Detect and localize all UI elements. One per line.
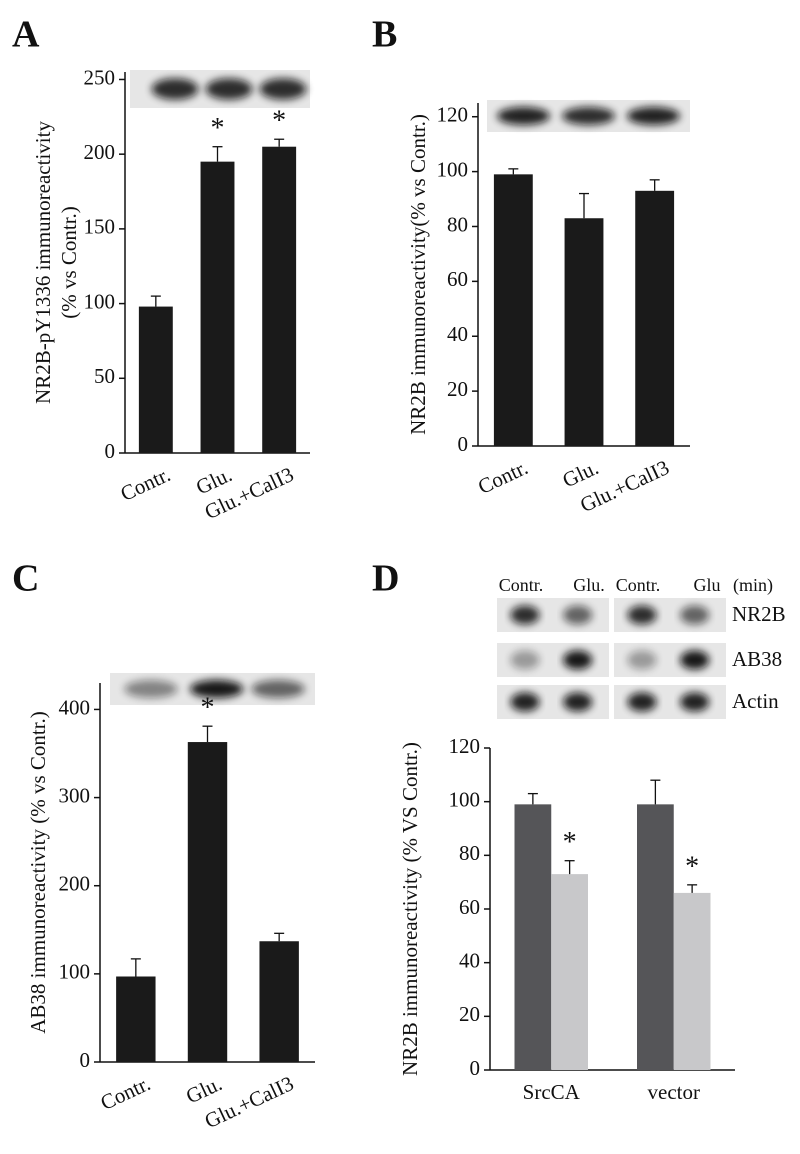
bar xyxy=(138,306,173,453)
y-axis-title: (% vs Contr.) xyxy=(57,206,81,319)
blot-band xyxy=(680,605,710,625)
blot-unit: (min) xyxy=(733,575,773,596)
blot-band xyxy=(510,692,540,712)
y-tick-label: 40 xyxy=(447,322,468,346)
panel-label: B xyxy=(372,14,397,56)
blot-column-label: Glu. xyxy=(573,575,605,595)
blot-band xyxy=(259,78,307,100)
blot-band xyxy=(562,107,615,125)
y-tick-label: 60 xyxy=(459,895,480,919)
blot-band xyxy=(680,650,710,670)
bar xyxy=(187,742,228,1062)
blot-band xyxy=(189,680,244,698)
blot-row-label: AB38 xyxy=(732,647,782,671)
significance-marker: * xyxy=(563,827,577,858)
y-tick-label: 50 xyxy=(94,364,115,388)
bar xyxy=(259,941,299,1062)
x-tick-label: SrcCA xyxy=(523,1080,581,1104)
blot-column-label: Contr. xyxy=(616,575,661,595)
blot-band xyxy=(497,107,550,125)
bar xyxy=(635,190,675,446)
panel-label: A xyxy=(12,14,40,56)
bar xyxy=(262,146,297,454)
significance-marker: * xyxy=(211,113,225,144)
bar xyxy=(116,976,156,1062)
y-tick-label: 250 xyxy=(84,65,116,89)
y-tick-label: 120 xyxy=(449,734,481,758)
blot-band xyxy=(205,78,253,100)
x-tick-label: vector xyxy=(648,1080,700,1104)
bar xyxy=(514,804,552,1070)
y-axis-title: AB38 immunoreactivity (% vs Contr.) xyxy=(26,711,50,1034)
bar xyxy=(493,174,533,446)
y-tick-label: 0 xyxy=(105,439,116,463)
panel-label: C xyxy=(12,558,39,600)
blot-band xyxy=(627,650,657,670)
blot-column-label: Contr. xyxy=(499,575,544,595)
y-tick-label: 100 xyxy=(437,157,469,181)
y-tick-label: 200 xyxy=(84,140,116,164)
y-tick-label: 100 xyxy=(84,289,116,313)
blot-band xyxy=(627,605,657,625)
significance-marker: * xyxy=(201,693,215,724)
blot-band xyxy=(251,680,305,698)
blot-row-label: Actin xyxy=(732,689,779,713)
bar xyxy=(564,218,604,446)
blot-band xyxy=(510,605,540,625)
blot-band xyxy=(124,680,178,698)
blot-band xyxy=(563,692,593,712)
blot-column-label: Glu xyxy=(694,575,721,595)
y-tick-label: 60 xyxy=(447,267,468,291)
y-tick-label: 0 xyxy=(458,432,469,456)
blot-band xyxy=(680,692,710,712)
bar xyxy=(673,892,711,1070)
blot-band xyxy=(563,650,593,670)
y-tick-label: 150 xyxy=(84,215,116,239)
y-tick-label: 0 xyxy=(470,1056,481,1080)
bar xyxy=(551,874,588,1070)
blot-band xyxy=(627,107,680,125)
y-tick-label: 100 xyxy=(449,787,481,811)
y-tick-label: 300 xyxy=(59,783,91,807)
y-tick-label: 200 xyxy=(59,872,91,896)
y-tick-label: 40 xyxy=(459,948,480,972)
y-tick-label: 20 xyxy=(459,1002,480,1026)
significance-marker: * xyxy=(685,851,699,882)
y-axis-title: NR2B immunoreactivity(% vs Contr.) xyxy=(406,114,430,435)
y-tick-label: 100 xyxy=(59,960,91,984)
y-tick-label: 80 xyxy=(459,841,480,865)
significance-marker: * xyxy=(272,106,286,137)
panel-label: D xyxy=(372,558,399,600)
x-tick-label: Contr. xyxy=(97,1071,154,1115)
blot-band xyxy=(510,650,540,670)
blot-band xyxy=(627,692,657,712)
y-tick-label: 20 xyxy=(447,377,468,401)
y-tick-label: 400 xyxy=(59,695,91,719)
bar xyxy=(637,804,674,1070)
y-tick-label: 0 xyxy=(80,1048,91,1072)
y-tick-label: 80 xyxy=(447,212,468,236)
bar xyxy=(200,161,235,453)
x-tick-label: Contr. xyxy=(474,455,531,499)
y-axis-title: NR2B immunoreactivity (% VS Contr.) xyxy=(398,742,422,1076)
blot-band xyxy=(563,605,593,625)
blot-row-label: NR2B xyxy=(732,602,786,626)
y-axis-title: NR2B-pY1336 immunoreactivity xyxy=(31,121,55,404)
y-tick-label: 120 xyxy=(437,103,469,127)
blot-band xyxy=(151,78,199,100)
x-tick-label: Contr. xyxy=(117,462,174,506)
